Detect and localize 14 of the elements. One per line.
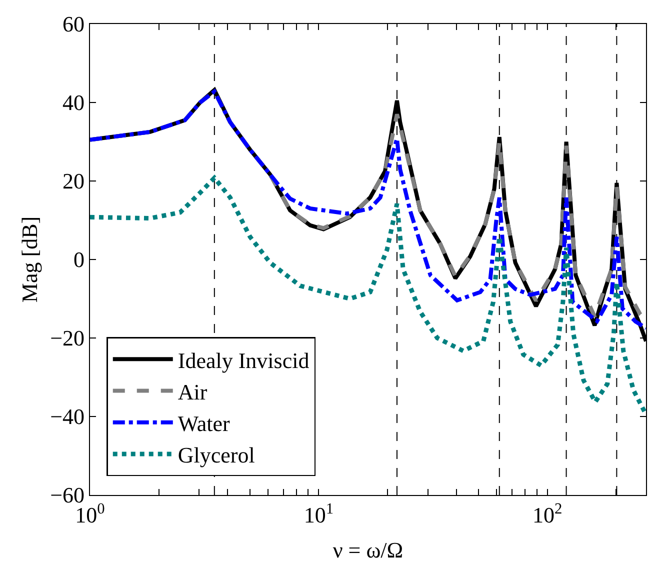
x-tick-label: 10$^{1}$: [304, 500, 334, 528]
legend-label: Glycerol: [178, 442, 255, 468]
x-tick-label: 10$^{2}$: [532, 500, 562, 528]
y-tick-label: −40: [50, 404, 84, 430]
y-tick-label: 20: [62, 168, 84, 194]
y-tick-label: 0: [74, 247, 84, 272]
x-axis-title: ν = ω/Ω: [332, 537, 404, 562]
y-tick-label: 60: [62, 12, 84, 37]
legend-label: Idealy Inviscid: [178, 348, 310, 373]
y-tick-label: 40: [62, 90, 84, 116]
legend-label: Air: [178, 379, 208, 404]
y-axis-title: Mag [dB]: [16, 216, 42, 303]
legend-label: Water: [178, 410, 231, 436]
y-tick-label: −20: [50, 326, 84, 351]
